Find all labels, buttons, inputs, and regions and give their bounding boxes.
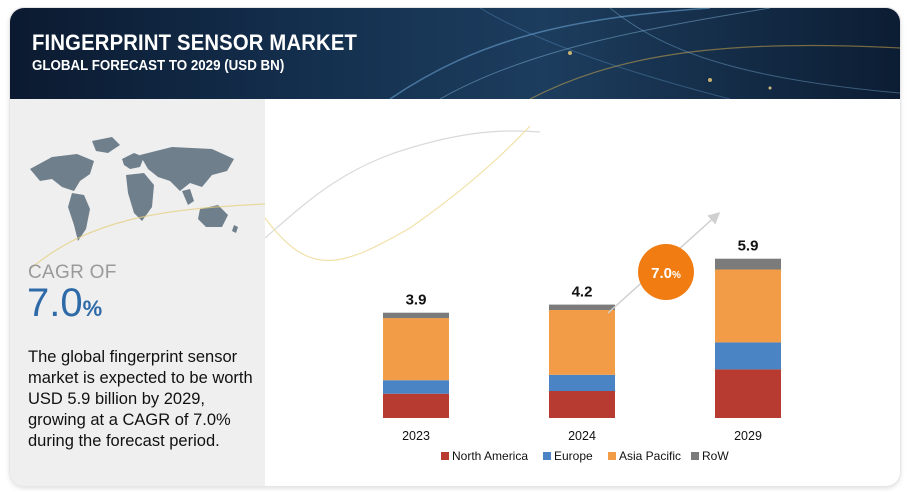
cagr-value: 7.0%: [27, 283, 102, 329]
category-label-2029: 2029: [734, 429, 762, 443]
bar-2029-europe: [715, 342, 781, 370]
legend-label: Asia Pacific: [619, 449, 681, 463]
category-label-2023: 2023: [402, 429, 430, 443]
legend-label: RoW: [702, 449, 729, 463]
infographic-card: FINGERPRINT SENSOR MARKET GLOBAL FORECAS…: [10, 8, 900, 486]
legend-label: Europe: [554, 449, 593, 463]
world-map-icon: [30, 137, 238, 241]
summary-panel: CAGR OF 7.0% The global fingerprint sens…: [10, 99, 265, 486]
bar-2024-europe: [549, 374, 615, 391]
cagr-badge-unit: %: [672, 270, 681, 281]
header-banner: FINGERPRINT SENSOR MARKET GLOBAL FORECAS…: [10, 8, 900, 99]
cagr-badge: [638, 244, 694, 300]
cagr-badge-number: 7.0: [651, 265, 672, 282]
bar-2024-north-america: [549, 391, 615, 418]
stacked-bar-chart: 3.9 2023 4.2 2024 5.9 2029 7.0% North America…: [264, 125, 781, 463]
legend-swatch: [441, 452, 449, 460]
cagr-badge-text: 7.0%: [651, 265, 681, 282]
banner-light-streaks: [389, 8, 900, 99]
legend-swatch: [543, 452, 551, 460]
category-label-2024: 2024: [568, 429, 596, 443]
bar-2023-north-america: [383, 393, 449, 418]
page-subtitle: GLOBAL FORECAST TO 2029 (USD BN): [32, 58, 285, 74]
cagr-unit: %: [82, 296, 103, 321]
market-description: The global fingerprint sensor market is …: [28, 348, 253, 450]
decorative-curve: [29, 203, 265, 270]
total-label-2024: 4.2: [572, 284, 593, 301]
decorative-swirl-yellow: [264, 125, 531, 262]
bar-2024-asia-pacific: [549, 310, 615, 375]
bar-2023-asia-pacific: [383, 318, 449, 381]
bar-2029-asia-pacific: [715, 269, 781, 343]
legend-swatch: [691, 452, 699, 460]
legend-item-europe: Europe: [543, 449, 593, 463]
legend-item-row: RoW: [691, 449, 729, 463]
legend-item-north-america: North America: [441, 449, 528, 463]
bar-2029-row: [715, 258, 781, 270]
cagr-label: CAGR OF: [28, 262, 117, 283]
bar-2029-north-america: [715, 369, 781, 418]
legend-swatch: [608, 452, 616, 460]
cagr-number: 7.0: [27, 281, 83, 325]
total-label-2029: 5.9: [738, 238, 759, 255]
decorative-swirl-gray: [264, 130, 541, 239]
bar-2024-row: [549, 304, 615, 310]
total-label-2023: 3.9: [406, 292, 427, 309]
bar-2023-row: [383, 312, 449, 319]
bar-2023-europe: [383, 380, 449, 394]
legend-item-asia-pacific: Asia Pacific: [608, 449, 681, 463]
page-title: FINGERPRINT SENSOR MARKET: [32, 30, 358, 55]
legend-label: North America: [452, 449, 528, 463]
